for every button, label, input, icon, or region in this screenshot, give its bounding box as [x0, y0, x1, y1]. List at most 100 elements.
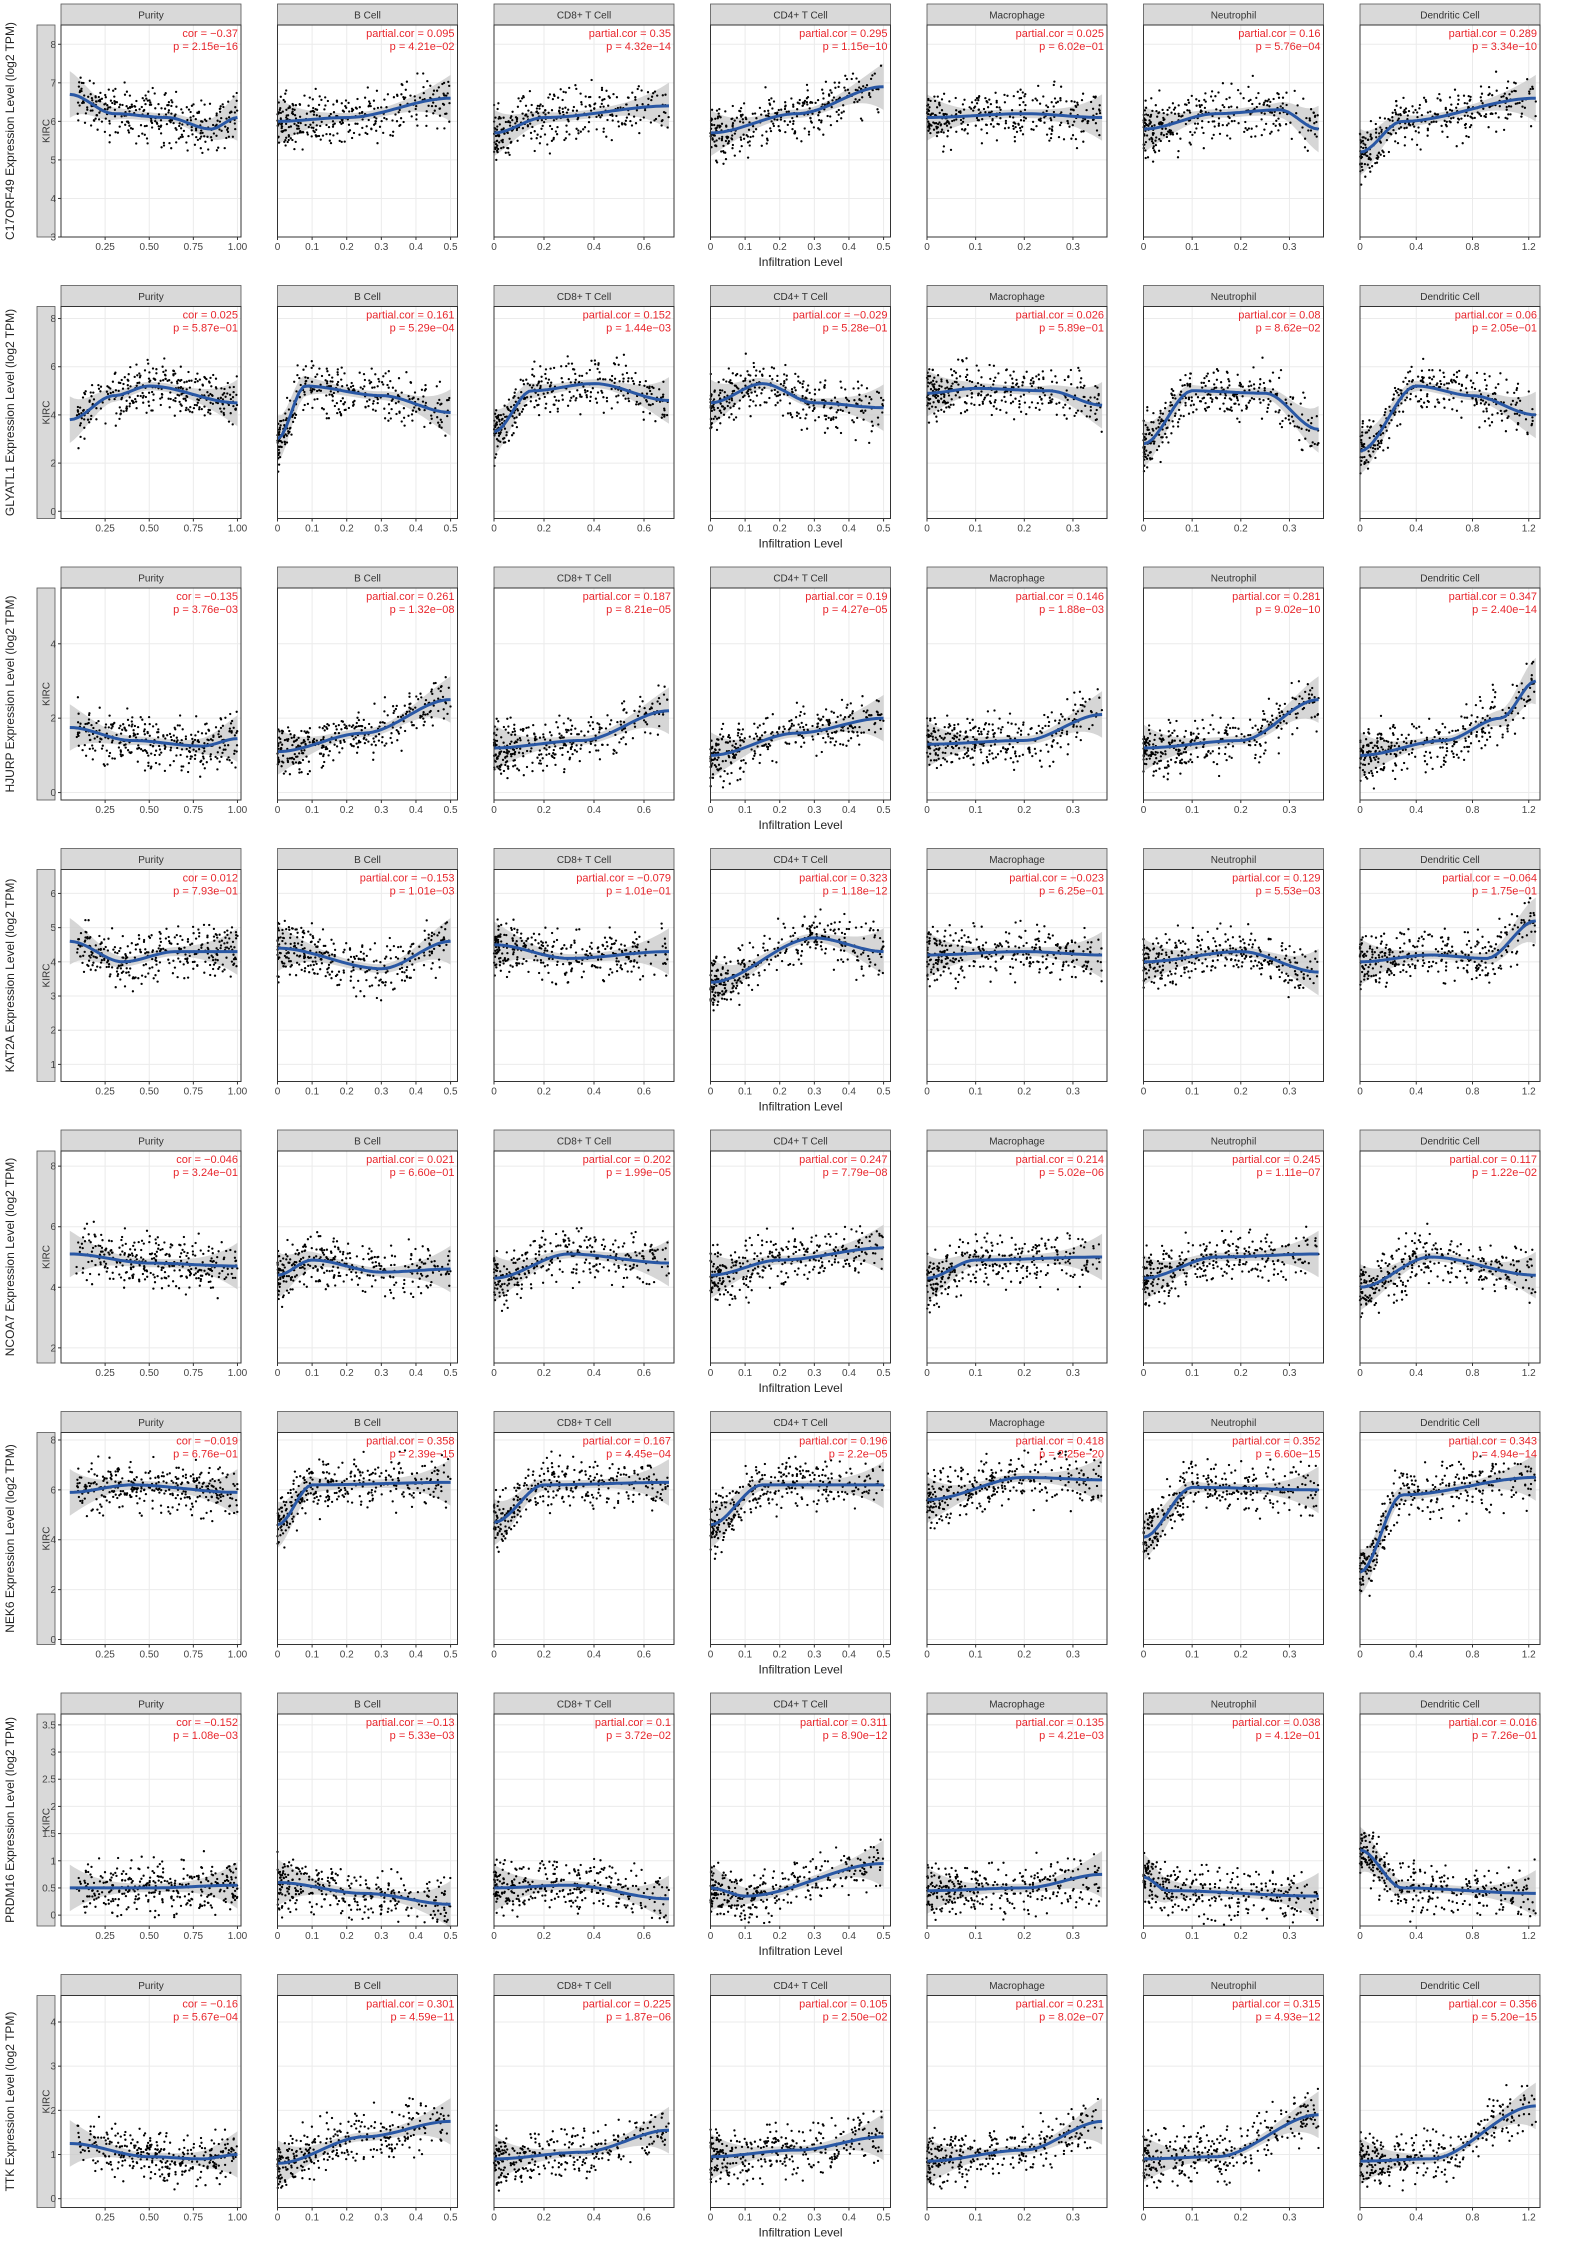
data-point: [99, 91, 102, 95]
data-point: [718, 107, 721, 111]
data-point: [443, 94, 446, 97]
panel-title: B Cell: [354, 11, 381, 22]
data-point: [587, 130, 590, 133]
data-point: [749, 415, 752, 418]
data-point: [1419, 389, 1423, 392]
x-tick-label: 0: [924, 524, 930, 535]
data-point: [989, 102, 993, 106]
data-point: [1176, 421, 1180, 424]
data-point: [207, 148, 210, 151]
data-point: [927, 129, 930, 132]
data-point: [932, 401, 935, 404]
data-point: [1274, 124, 1277, 127]
data-point: [814, 419, 817, 422]
data-point: [146, 142, 149, 145]
data-point: [377, 377, 380, 381]
data-point: [1069, 112, 1072, 115]
p-value-stat: p = 4.32e−14: [606, 41, 671, 53]
data-point: [615, 96, 619, 99]
data-point: [623, 122, 626, 125]
data-point: [293, 132, 296, 135]
data-point: [947, 394, 951, 397]
data-point: [860, 399, 863, 402]
data-point: [1095, 418, 1098, 421]
data-point: [1407, 109, 1411, 113]
data-point: [155, 723, 158, 726]
data-point: [433, 109, 436, 112]
data-point: [549, 384, 552, 387]
data-point: [1518, 101, 1521, 105]
data-point: [733, 154, 736, 157]
data-point: [1023, 95, 1026, 98]
data-point: [615, 356, 618, 359]
data-point: [1302, 97, 1305, 100]
data-point: [624, 397, 627, 400]
data-point: [81, 396, 85, 399]
data-point: [430, 414, 433, 417]
data-point: [1022, 101, 1025, 104]
data-point: [1378, 116, 1382, 119]
data-point: [1073, 414, 1076, 418]
data-point: [1012, 386, 1015, 389]
data-point: [1050, 380, 1054, 383]
data-point: [600, 102, 603, 106]
data-point: [448, 396, 451, 400]
data-point: [179, 379, 182, 382]
data-point: [536, 404, 539, 407]
data-point: [316, 397, 319, 401]
data-point: [435, 89, 439, 92]
data-point: [540, 119, 544, 122]
data-point: [567, 108, 570, 111]
data-point: [304, 376, 307, 379]
data-point: [1480, 99, 1483, 102]
data-point: [354, 122, 357, 125]
data-point: [634, 122, 638, 125]
data-point: [1233, 119, 1236, 123]
data-point: [337, 408, 340, 411]
data-point: [100, 97, 104, 100]
p-value-stat: p = 1.44e−03: [606, 323, 671, 335]
data-point: [746, 141, 750, 144]
data-point: [141, 96, 144, 100]
data-point: [221, 103, 224, 106]
data-point: [1229, 137, 1232, 140]
data-point: [423, 408, 426, 412]
data-point: [1506, 416, 1509, 420]
data-point: [499, 431, 502, 434]
data-point: [1385, 429, 1388, 432]
data-point: [1290, 137, 1293, 141]
data-point: [1183, 103, 1187, 106]
data-point: [868, 93, 871, 97]
data-point: [1202, 381, 1206, 385]
data-point: [1388, 119, 1391, 122]
data-point: [193, 738, 197, 742]
data-point: [1397, 113, 1400, 116]
data-point: [1262, 381, 1266, 385]
data-point: [333, 404, 337, 408]
data-point: [539, 365, 542, 368]
data-point: [150, 409, 153, 412]
data-point: [927, 124, 931, 127]
data-point: [1206, 393, 1209, 396]
data-point: [1177, 112, 1180, 115]
data-point: [345, 384, 349, 387]
data-point: [135, 363, 138, 366]
data-point: [1500, 95, 1503, 99]
data-point: [1266, 406, 1269, 410]
data-point: [981, 402, 985, 405]
data-point: [1155, 136, 1158, 139]
data-point: [566, 355, 569, 358]
data-point: [324, 96, 327, 99]
data-point: [348, 110, 351, 113]
data-point: [1520, 112, 1524, 115]
data-point: [583, 389, 587, 392]
data-point: [1207, 120, 1210, 124]
data-point: [411, 419, 414, 422]
data-point: [731, 147, 734, 150]
data-point: [955, 113, 958, 116]
data-point: [501, 138, 504, 142]
data-point: [1435, 383, 1438, 387]
data-point: [1091, 118, 1095, 122]
data-point: [988, 98, 991, 101]
data-point: [1394, 140, 1397, 143]
